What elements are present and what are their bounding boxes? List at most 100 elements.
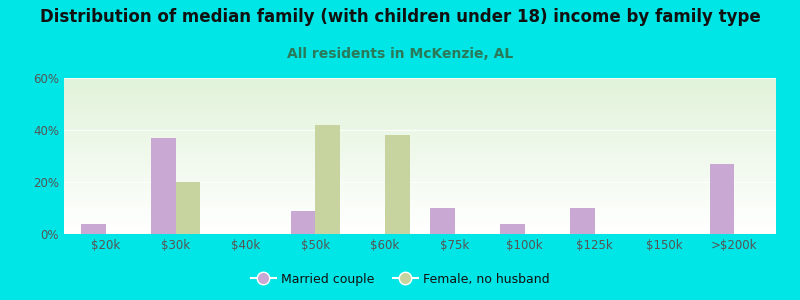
Legend: Married couple, Female, no husband: Married couple, Female, no husband (246, 268, 554, 291)
Bar (64, 78, 776, 79)
Bar (64, 222, 776, 223)
Bar (64, 192, 776, 193)
Bar (64, 95, 776, 96)
Bar (64, 93, 776, 94)
Bar (64, 168, 776, 169)
Bar (64, 106, 776, 107)
Bar (385, 135, 410, 234)
Bar (64, 138, 776, 139)
Bar (64, 161, 776, 162)
Bar (64, 107, 776, 108)
Bar (64, 148, 776, 149)
Bar (64, 83, 776, 84)
Bar (64, 122, 776, 123)
Bar (64, 220, 776, 221)
Bar (64, 116, 776, 117)
Bar (64, 208, 776, 209)
Bar (64, 152, 776, 153)
Bar (64, 102, 776, 103)
Bar (64, 80, 776, 81)
Bar (64, 88, 776, 89)
Bar (64, 126, 776, 127)
Bar (64, 188, 776, 189)
Bar (64, 140, 776, 141)
Bar (64, 219, 776, 220)
Bar (64, 186, 776, 187)
Bar (64, 98, 776, 99)
Bar (64, 231, 776, 232)
Bar (64, 145, 776, 146)
Bar (64, 142, 776, 143)
Bar (64, 201, 776, 202)
Bar (291, 211, 315, 234)
Bar (64, 128, 776, 129)
Bar (64, 82, 776, 83)
Bar (64, 232, 776, 233)
Bar (64, 124, 776, 125)
Bar (64, 185, 776, 186)
Bar (64, 172, 776, 173)
Bar (64, 194, 776, 195)
Bar (64, 86, 776, 87)
Bar (64, 134, 776, 135)
Bar (64, 112, 776, 113)
Bar (64, 97, 776, 98)
Bar (64, 103, 776, 104)
Bar (64, 79, 776, 80)
Bar (64, 158, 776, 159)
Bar (64, 156, 776, 157)
Bar (64, 178, 776, 179)
Bar (64, 171, 776, 172)
Bar (64, 191, 776, 192)
Bar (64, 132, 776, 133)
Bar (64, 147, 776, 148)
Bar (64, 216, 776, 217)
Bar (64, 229, 776, 230)
Bar (64, 202, 776, 203)
Bar (64, 85, 776, 86)
Bar (64, 141, 776, 142)
Bar (430, 208, 455, 234)
Bar (64, 108, 776, 109)
Bar (64, 198, 776, 199)
Bar (64, 151, 776, 152)
Bar (64, 179, 776, 180)
Bar (500, 224, 525, 234)
Bar (64, 113, 776, 114)
Bar (64, 175, 776, 176)
Bar (64, 131, 776, 132)
Bar (64, 230, 776, 231)
Bar (64, 160, 776, 161)
Bar (64, 189, 776, 190)
Bar (64, 89, 776, 90)
Bar (64, 200, 776, 201)
Bar (64, 215, 776, 216)
Bar (64, 162, 776, 163)
Bar (64, 111, 776, 112)
Bar (64, 196, 776, 197)
Bar (64, 195, 776, 196)
Bar (64, 119, 776, 120)
Bar (64, 155, 776, 156)
Bar (64, 164, 776, 165)
Bar (64, 143, 776, 144)
Bar (64, 157, 776, 158)
Bar (64, 121, 776, 122)
Bar (64, 130, 776, 131)
Bar (64, 135, 776, 136)
Bar (64, 209, 776, 210)
Bar (64, 149, 776, 150)
Bar (64, 137, 776, 138)
Bar (64, 187, 776, 188)
Bar (64, 166, 776, 167)
Bar (64, 169, 776, 170)
Bar (82, 224, 106, 234)
Bar (64, 213, 776, 214)
Bar (710, 164, 734, 234)
Bar (64, 199, 776, 200)
Bar (64, 173, 776, 174)
Bar (64, 183, 776, 184)
Bar (64, 150, 776, 151)
Bar (64, 190, 776, 191)
Bar (64, 223, 776, 224)
